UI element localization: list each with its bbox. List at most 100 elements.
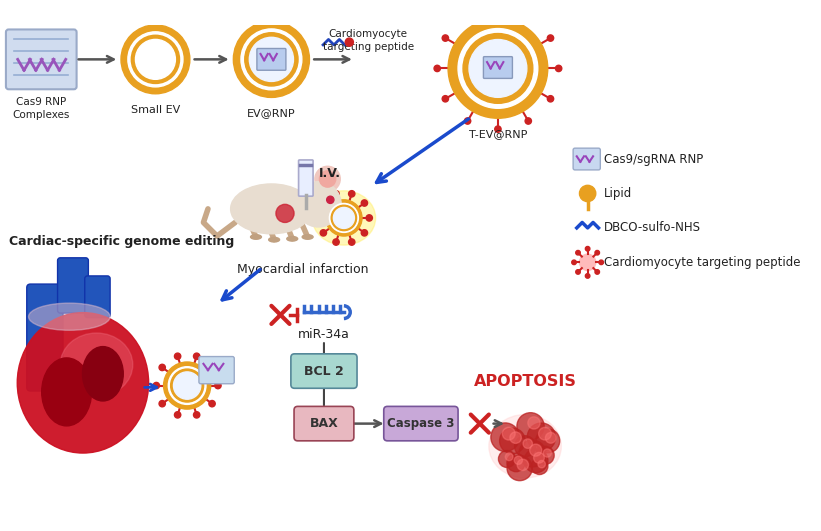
Circle shape bbox=[326, 200, 362, 236]
Circle shape bbox=[315, 166, 340, 192]
Circle shape bbox=[495, 5, 501, 11]
Circle shape bbox=[333, 239, 339, 245]
Circle shape bbox=[491, 423, 520, 451]
Ellipse shape bbox=[312, 191, 375, 245]
FancyBboxPatch shape bbox=[484, 57, 512, 79]
Circle shape bbox=[135, 39, 176, 79]
FancyBboxPatch shape bbox=[199, 356, 234, 384]
Circle shape bbox=[329, 203, 359, 233]
Ellipse shape bbox=[302, 235, 313, 239]
Circle shape bbox=[131, 35, 180, 83]
Text: miR-34a: miR-34a bbox=[298, 328, 350, 340]
Circle shape bbox=[349, 191, 355, 197]
Ellipse shape bbox=[60, 333, 133, 397]
Circle shape bbox=[463, 33, 533, 104]
Circle shape bbox=[245, 33, 298, 86]
Circle shape bbox=[505, 453, 513, 461]
Text: EV@RNP: EV@RNP bbox=[247, 108, 296, 118]
Ellipse shape bbox=[268, 237, 280, 242]
Circle shape bbox=[194, 353, 200, 359]
Circle shape bbox=[128, 32, 183, 87]
FancyBboxPatch shape bbox=[291, 354, 357, 388]
Circle shape bbox=[538, 460, 545, 468]
Circle shape bbox=[544, 449, 552, 457]
Ellipse shape bbox=[29, 303, 110, 330]
Circle shape bbox=[536, 429, 560, 453]
FancyBboxPatch shape bbox=[573, 148, 600, 170]
Circle shape bbox=[361, 200, 368, 206]
Text: Small EV: Small EV bbox=[131, 105, 180, 115]
Circle shape bbox=[154, 382, 159, 389]
Circle shape bbox=[171, 369, 204, 402]
Ellipse shape bbox=[231, 184, 312, 234]
Circle shape bbox=[168, 367, 206, 405]
Ellipse shape bbox=[287, 236, 298, 241]
Circle shape bbox=[507, 453, 525, 472]
Circle shape bbox=[337, 209, 343, 215]
Circle shape bbox=[333, 191, 339, 197]
Circle shape bbox=[500, 428, 525, 453]
Circle shape bbox=[576, 251, 580, 255]
FancyBboxPatch shape bbox=[57, 258, 89, 313]
Circle shape bbox=[469, 39, 527, 97]
Circle shape bbox=[194, 412, 200, 418]
Circle shape bbox=[320, 230, 327, 236]
Circle shape bbox=[517, 459, 529, 470]
Ellipse shape bbox=[42, 358, 92, 426]
Circle shape bbox=[519, 440, 546, 467]
Circle shape bbox=[209, 400, 215, 407]
Circle shape bbox=[333, 208, 355, 228]
Circle shape bbox=[443, 35, 448, 41]
Circle shape bbox=[531, 458, 548, 475]
Ellipse shape bbox=[250, 235, 261, 239]
Circle shape bbox=[361, 230, 368, 236]
Circle shape bbox=[580, 185, 596, 202]
Text: Caspase 3: Caspase 3 bbox=[388, 417, 455, 430]
Circle shape bbox=[576, 270, 580, 274]
Circle shape bbox=[507, 456, 532, 481]
Circle shape bbox=[296, 182, 342, 227]
Ellipse shape bbox=[82, 347, 123, 401]
Circle shape bbox=[530, 444, 542, 456]
Circle shape bbox=[556, 65, 562, 72]
Circle shape bbox=[448, 19, 548, 118]
Circle shape bbox=[209, 364, 215, 371]
Circle shape bbox=[159, 400, 165, 407]
Circle shape bbox=[327, 196, 334, 203]
Circle shape bbox=[320, 200, 327, 206]
Circle shape bbox=[319, 171, 336, 187]
Circle shape bbox=[502, 427, 516, 440]
FancyBboxPatch shape bbox=[257, 48, 286, 70]
Circle shape bbox=[443, 96, 448, 102]
Ellipse shape bbox=[488, 415, 562, 478]
Text: Lipid: Lipid bbox=[604, 187, 632, 200]
Text: Cas9/sgRNA RNP: Cas9/sgRNA RNP bbox=[604, 152, 703, 166]
Text: I.V.: I.V. bbox=[319, 167, 341, 180]
Circle shape bbox=[548, 35, 553, 41]
Circle shape bbox=[595, 270, 599, 274]
Text: BAX: BAX bbox=[310, 417, 338, 430]
Text: Cardiomyocyte targeting peptide: Cardiomyocyte targeting peptide bbox=[604, 256, 800, 269]
FancyBboxPatch shape bbox=[299, 160, 313, 196]
Circle shape bbox=[527, 423, 556, 451]
Circle shape bbox=[523, 439, 533, 448]
Circle shape bbox=[495, 126, 501, 132]
FancyBboxPatch shape bbox=[383, 406, 458, 441]
Circle shape bbox=[585, 273, 590, 278]
Circle shape bbox=[241, 29, 302, 90]
Circle shape bbox=[159, 364, 165, 371]
Circle shape bbox=[548, 96, 553, 102]
Text: DBCO-sulfo-NHS: DBCO-sulfo-NHS bbox=[604, 221, 701, 234]
Circle shape bbox=[331, 205, 356, 230]
Circle shape bbox=[465, 118, 470, 124]
Circle shape bbox=[525, 118, 531, 124]
Circle shape bbox=[315, 215, 322, 221]
Circle shape bbox=[525, 13, 531, 19]
Circle shape bbox=[121, 25, 190, 94]
Text: APOPTOSIS: APOPTOSIS bbox=[474, 374, 576, 389]
Circle shape bbox=[539, 427, 552, 440]
Circle shape bbox=[514, 456, 522, 465]
Circle shape bbox=[349, 239, 355, 245]
FancyBboxPatch shape bbox=[27, 284, 63, 391]
Circle shape bbox=[465, 13, 470, 19]
